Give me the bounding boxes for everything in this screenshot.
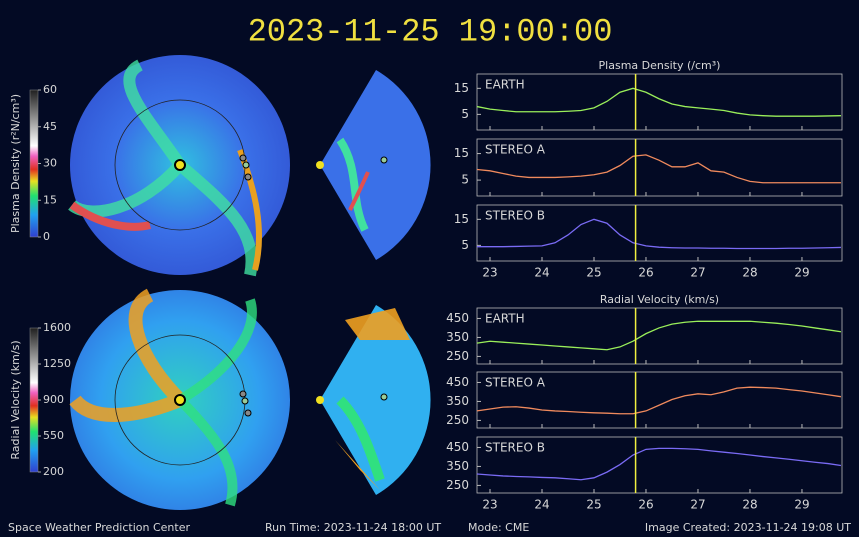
colorbar-tick-label: 550: [43, 429, 64, 442]
x-tick-label: 23: [482, 498, 497, 512]
x-tick-label: 25: [586, 498, 601, 512]
series-label: EARTH: [485, 312, 525, 326]
plot-frame: [476, 204, 843, 262]
y-tick-label: 450: [446, 311, 469, 325]
colorbar-tick-label: 30: [43, 157, 57, 170]
series-line: [476, 154, 841, 184]
colorbar-label: Radial Velocity (km/s): [9, 340, 22, 459]
y-tick-label: 450: [446, 440, 469, 454]
x-tick-label: 27: [690, 498, 705, 512]
y-tick-label: 15: [454, 81, 469, 95]
y-tick-label: 15: [454, 146, 469, 160]
mode: Mode: CME: [468, 521, 529, 534]
footer-left: Space Weather Prediction Center: [8, 521, 190, 534]
series-line: [476, 320, 842, 351]
x-tick-label: 26: [638, 498, 653, 512]
x-tick-label: 26: [638, 266, 653, 280]
colorbar-tick-label: 15: [43, 193, 57, 206]
colorbar-tick-label: 200: [43, 465, 64, 478]
y-tick-label: 5: [461, 107, 469, 121]
run-time: Run Time: 2023-11-24 18:00 UT: [265, 521, 441, 534]
y-tick-label: 250: [446, 478, 469, 492]
velocity-simulation: [69, 288, 431, 510]
y-tick-label: 350: [446, 394, 469, 408]
colorbar-tick-label: 1250: [43, 357, 71, 370]
colorbar-tick-label: 45: [43, 120, 57, 133]
y-tick-label: 5: [461, 173, 469, 187]
chart-title: Radial Velocity (km/s): [600, 293, 719, 306]
plot-frame: [476, 371, 843, 429]
x-tick-label: 27: [690, 266, 705, 280]
y-tick-label: 450: [446, 375, 469, 389]
series-line: [476, 447, 842, 481]
y-tick-label: 15: [454, 212, 469, 226]
plot-frame: [476, 138, 843, 197]
x-tick-label: 25: [586, 266, 601, 280]
colorbar: [29, 89, 39, 238]
plot-frame: [476, 73, 843, 131]
y-tick-label: 250: [446, 349, 469, 363]
colorbar-tick-label: 1600: [43, 321, 71, 334]
image-created: Image Created: 2023-11-24 19:08 UT: [645, 521, 851, 534]
density-simulation: [68, 55, 431, 277]
x-tick-label: 28: [742, 266, 757, 280]
x-tick-label: 24: [534, 498, 549, 512]
x-tick-label: 24: [534, 266, 549, 280]
y-tick-label: 350: [446, 459, 469, 473]
x-tick-label: 29: [794, 266, 809, 280]
x-tick-label: 29: [794, 498, 809, 512]
plot-frame: [476, 436, 843, 494]
y-tick-label: 5: [461, 238, 469, 252]
y-tick-label: 350: [446, 330, 469, 344]
series-line: [476, 87, 841, 117]
series-label: STEREO B: [485, 441, 545, 455]
series-label: STEREO B: [485, 209, 545, 223]
colorbar: [29, 327, 39, 473]
colorbar-label: Plasma Density (r²N/cm³): [9, 94, 22, 233]
colorbar-tick-label: 60: [43, 83, 57, 96]
series-label: STEREO A: [485, 376, 546, 390]
x-tick-label: 28: [742, 498, 757, 512]
timestamp: 2023-11-25 19:00:00: [248, 13, 613, 50]
x-tick-label: 23: [482, 266, 497, 280]
series-line: [476, 386, 842, 415]
series-label: STEREO A: [485, 143, 546, 157]
colorbar-tick-label: 900: [43, 393, 64, 406]
colorbar-tick-label: 0: [43, 230, 50, 243]
y-tick-label: 250: [446, 413, 469, 427]
plot-frame: [476, 307, 843, 365]
series-line: [477, 218, 841, 250]
chart-title: Plasma Density (/cm³): [599, 59, 721, 72]
series-label: EARTH: [485, 78, 525, 92]
